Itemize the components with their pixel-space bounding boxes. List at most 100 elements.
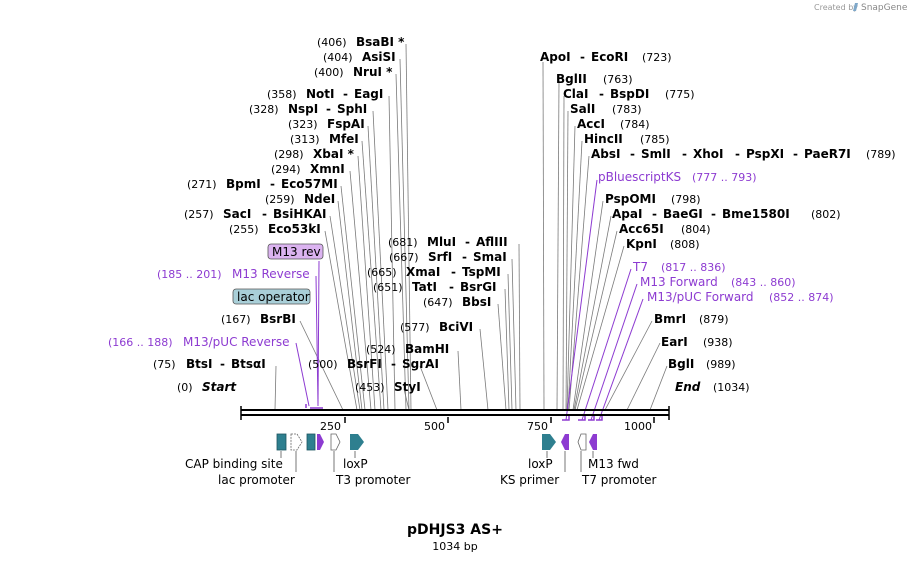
primer-leader-lines — [295, 179, 644, 421]
enzyme-name[interactable]: SacI — [223, 207, 251, 221]
leader-line — [395, 73, 407, 411]
lac-operator-box[interactable] — [232, 288, 311, 305]
enzyme-name[interactable]: NdeI — [304, 192, 335, 206]
enzyme-name[interactable]: PaeR7I — [804, 147, 851, 161]
enzyme-name[interactable]: BsrFI — [347, 357, 382, 371]
enzyme-name[interactable]: NotI — [306, 87, 335, 101]
enzyme-position: (804) — [681, 223, 711, 236]
feature-t3-promoter[interactable] — [330, 433, 341, 451]
enzyme-name[interactable]: ApoI — [540, 50, 571, 64]
leader-line — [565, 110, 569, 411]
map-title: pDHJS3 AS+ 1034 bp — [407, 522, 503, 553]
enzyme-name[interactable]: AflIII — [476, 235, 508, 249]
enzyme-name[interactable]: NruI * — [353, 65, 393, 79]
enzyme-name[interactable]: MfeI — [329, 132, 359, 146]
m13-rev-box[interactable] — [267, 243, 324, 260]
enzyme-separator: - — [449, 280, 454, 294]
enzyme-name[interactable]: StyI — [394, 380, 421, 394]
feature-lac-operator[interactable] — [306, 433, 316, 451]
feature-lac-promoter[interactable] — [290, 433, 303, 451]
feature-m13-fwd[interactable] — [589, 434, 597, 450]
feature-m13-rev[interactable] — [317, 434, 324, 450]
enzyme-name[interactable]: SphI — [337, 102, 367, 116]
label-lac-promoter: lac promoter — [218, 473, 295, 487]
enzyme-name[interactable]: EagI — [354, 87, 383, 101]
enzyme-name[interactable]: XhoI — [693, 147, 724, 161]
enzyme-name[interactable]: ClaI — [563, 87, 588, 101]
enzyme-name[interactable]: BtsαI — [231, 357, 266, 371]
enzyme-name[interactable]: SgrAI — [402, 357, 439, 371]
enzyme-name[interactable]: AsiSI — [362, 50, 396, 64]
leader-line — [324, 230, 358, 411]
enzyme-position: (577) — [400, 321, 430, 334]
enzyme-name[interactable]: SmaI — [473, 250, 507, 264]
enzyme-name[interactable]: Bme1580I — [722, 207, 790, 221]
enzyme-name[interactable]: BaeGI — [663, 207, 703, 221]
enzyme-name[interactable]: PspOMI — [605, 192, 656, 206]
tick-label-750: 750 — [527, 420, 548, 433]
enzyme-name[interactable]: AbsI — [591, 147, 620, 161]
enzyme-name[interactable]: Acc65I — [619, 222, 664, 236]
primer-m13-reverse-name[interactable]: M13 Reverse — [232, 267, 310, 281]
feature-t7-promoter[interactable] — [577, 433, 587, 451]
leader-line — [507, 273, 513, 411]
enzyme-position: (167) — [221, 313, 251, 326]
enzyme-name[interactable]: EarI — [661, 335, 688, 349]
feature-cap-binding-site[interactable] — [276, 433, 287, 451]
enzyme-name[interactable]: BglI — [668, 357, 694, 371]
primer-pbluescriptks-range: (777 .. 793) — [692, 171, 757, 184]
primer-leader-line — [598, 298, 644, 421]
primer-t7-range: (817 .. 836) — [661, 261, 726, 274]
enzyme-name[interactable]: BsrBI — [260, 312, 296, 326]
enzyme-name[interactable]: Eco53kI — [268, 222, 321, 236]
primer-m13-puc-reverse-name[interactable]: M13/pUC Reverse — [183, 335, 290, 349]
enzyme-name[interactable]: XmaI — [406, 265, 440, 279]
enzyme-name[interactable]: EcoRI — [591, 50, 628, 64]
enzyme-name[interactable]: SalI — [570, 102, 595, 116]
enzyme-name[interactable]: TspMI — [462, 265, 501, 279]
enzyme-name[interactable]: HincII — [584, 132, 623, 146]
start-position: (0) — [177, 381, 193, 394]
enzyme-labels-left: (406) BsaBI * (404) AsiSI (400) NruI * (… — [153, 35, 405, 371]
enzyme-name[interactable]: ApaI — [612, 207, 642, 221]
enzyme-name[interactable]: BpmI — [226, 177, 261, 191]
enzyme-separator: - — [220, 357, 225, 371]
enzyme-name[interactable]: BbsI — [462, 295, 491, 309]
enzyme-name[interactable]: Eco57MI — [281, 177, 338, 191]
enzyme-name[interactable]: XbaI * — [313, 147, 355, 161]
enzyme-name[interactable]: BtsI — [186, 357, 213, 371]
enzyme-separator: - — [630, 147, 635, 161]
enzyme-name[interactable]: BamHI — [405, 342, 449, 356]
enzyme-name[interactable]: MluI — [427, 235, 456, 249]
enzyme-name[interactable]: TatI — [412, 280, 437, 294]
primer-pbluescriptks-name[interactable]: pBluescriptKS — [598, 170, 681, 184]
enzyme-name[interactable]: SrfI — [428, 250, 452, 264]
enzyme-name[interactable]: SmlI — [641, 147, 671, 161]
enzyme-name[interactable]: NspI — [288, 102, 318, 116]
leader-line — [572, 200, 604, 411]
enzyme-name[interactable]: BmrI — [654, 312, 686, 326]
enzyme-position: (783) — [612, 103, 642, 116]
primer-m13-forward-name[interactable]: M13 Forward — [640, 275, 718, 289]
enzyme-name[interactable]: FspAI — [327, 117, 365, 131]
enzyme-name[interactable]: PspXI — [746, 147, 784, 161]
enzyme-name[interactable]: BciVI — [439, 320, 473, 334]
feature-loxp-2[interactable] — [542, 434, 556, 450]
enzyme-name[interactable]: XmnI — [310, 162, 345, 176]
enzyme-position: (681) — [388, 236, 418, 249]
feature-ks-primer[interactable] — [561, 434, 569, 450]
enzyme-name[interactable]: BglII — [556, 72, 587, 86]
enzyme-name[interactable]: BsrGI — [460, 280, 497, 294]
enzyme-name[interactable]: AccI — [577, 117, 605, 131]
feature-loxp-1[interactable] — [350, 434, 364, 450]
enzyme-position: (400) — [314, 66, 344, 79]
enzyme-position: (879) — [699, 313, 729, 326]
primer-t7-name[interactable]: T7 — [632, 260, 648, 274]
enzyme-name[interactable]: BspDI — [610, 87, 649, 101]
label-cap-binding-site: CAP binding site — [185, 457, 283, 471]
primer-m13-puc-forward-name[interactable]: M13/pUC Forward — [647, 290, 754, 304]
enzyme-name[interactable]: BsiHKAI — [273, 207, 327, 221]
enzyme-name[interactable]: KpnI — [626, 237, 657, 251]
enzyme-name[interactable]: BsaBI * — [356, 35, 405, 49]
primer-bracket-m13pucfwd — [596, 416, 603, 421]
